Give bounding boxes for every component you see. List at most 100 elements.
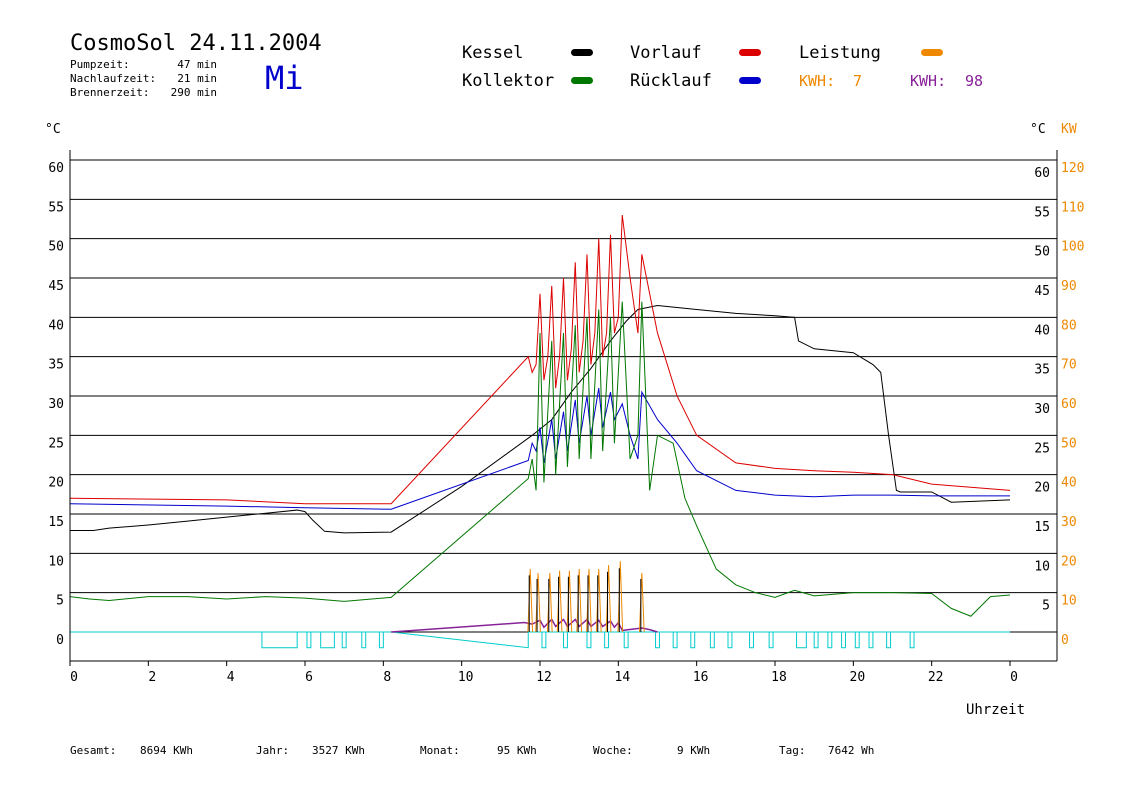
leistung-peak bbox=[576, 569, 583, 633]
series-line-kwh bbox=[391, 618, 658, 633]
footer-woche-label: Woche: bbox=[593, 744, 633, 757]
y-tick-label-right: 55 bbox=[1034, 205, 1050, 220]
left-axis-unit: °C bbox=[45, 122, 61, 137]
series-line-rcklauf bbox=[69, 388, 1010, 510]
y-tick-label-right: 15 bbox=[1034, 520, 1050, 535]
y-tick-label-kw: 50 bbox=[1061, 436, 1077, 451]
legend-leistung-label: Leistung bbox=[799, 43, 881, 63]
footer-monat-label: Monat: bbox=[420, 744, 460, 757]
x-tick-label: 0 bbox=[1010, 670, 1018, 685]
series-line-kollektor bbox=[69, 301, 1011, 617]
y-tick-label-left: 15 bbox=[48, 515, 64, 530]
leistung-peak bbox=[566, 570, 573, 633]
x-tick-label: 8 bbox=[383, 670, 391, 685]
y-tick-label-kw: 70 bbox=[1061, 358, 1077, 373]
footer-woche-value: 9 KWh bbox=[677, 744, 710, 757]
pump-label: Pumpzeit: bbox=[70, 58, 130, 71]
pump-on-bar bbox=[623, 631, 629, 649]
y-tick-label-left: 55 bbox=[48, 200, 64, 215]
after-label: Nachlaufzeit: bbox=[70, 72, 156, 85]
x-ticks: 0 2 4 6 8 10 12 14 16 18 20 22 0 bbox=[69, 661, 1018, 685]
y-tick-label-left: 25 bbox=[48, 436, 64, 451]
x-tick-label: 14 bbox=[615, 670, 631, 685]
legend-leistung-swatch bbox=[921, 49, 943, 56]
grid bbox=[70, 159, 1057, 633]
x-tick-label: 12 bbox=[536, 670, 552, 685]
legend-ruecklauf-swatch bbox=[739, 77, 761, 84]
footer-jahr-value: 3527 KWh bbox=[312, 744, 365, 757]
y-tick-label-kw: 60 bbox=[1061, 397, 1077, 412]
x-tick-label: 20 bbox=[850, 670, 866, 685]
pump-on-bar bbox=[320, 631, 335, 649]
y-ticks-right: 5 10 15 20 25 30 35 40 45 50 55 60 bbox=[1034, 166, 1050, 614]
pump-value: 47 min bbox=[177, 58, 217, 71]
y-tick-label-kw: 100 bbox=[1061, 240, 1084, 255]
legend-vorlauf-swatch bbox=[739, 49, 761, 56]
y-tick-label-kw: 40 bbox=[1061, 476, 1077, 491]
y-tick-label-left: 50 bbox=[48, 240, 64, 255]
x-axis-title: Uhrzeit bbox=[966, 702, 1025, 718]
y-tick-label-left: 60 bbox=[48, 161, 64, 176]
y-ticks-kw: 0 10 20 30 40 50 60 70 80 90 100 110 120 bbox=[1061, 161, 1084, 648]
y-tick-label-kw: 90 bbox=[1061, 279, 1077, 294]
y-tick-label-kw: 120 bbox=[1061, 161, 1084, 176]
y-tick-label-right: 30 bbox=[1034, 402, 1050, 417]
pump-on-bar bbox=[261, 631, 298, 649]
pump-on-bar bbox=[827, 631, 833, 649]
leistung-peak bbox=[617, 561, 624, 633]
footer-gesamt-label: Gesamt: bbox=[70, 744, 116, 757]
pump-on-bar bbox=[672, 631, 678, 649]
y-tick-label-kw: 110 bbox=[1061, 200, 1084, 215]
pump-on-bar bbox=[909, 631, 915, 649]
y-ticks-left: 0 5 10 15 20 25 30 35 40 45 50 55 60 bbox=[48, 161, 64, 648]
right-axis-unit: °C bbox=[1030, 122, 1046, 137]
x-tick-label: 6 bbox=[305, 670, 313, 685]
pump-on-bar bbox=[727, 631, 733, 649]
leistung-peak bbox=[605, 565, 612, 633]
y-tick-label-right: 50 bbox=[1034, 245, 1050, 260]
y-tick-label-kw: 10 bbox=[1061, 594, 1077, 609]
pump-on-bar bbox=[886, 631, 892, 649]
pump-on-bar bbox=[655, 631, 660, 649]
y-tick-label-kw: 30 bbox=[1061, 515, 1077, 530]
y-tick-label-kw: 20 bbox=[1061, 554, 1077, 569]
chart-title: CosmoSol 24.11.2004 bbox=[70, 31, 322, 56]
y-tick-label-right: 60 bbox=[1034, 166, 1050, 181]
y-tick-label-left: 40 bbox=[48, 318, 64, 333]
legend-kessel-swatch bbox=[571, 49, 593, 56]
leistung-peak bbox=[595, 569, 602, 633]
pump-on-bar bbox=[586, 631, 592, 649]
y-tick-label-right: 35 bbox=[1034, 363, 1050, 378]
pump-on-bar bbox=[341, 631, 347, 649]
y-tick-label-right: 20 bbox=[1034, 481, 1050, 496]
legend-ruecklauf-label: Rücklauf bbox=[630, 71, 712, 91]
pump-on-bar bbox=[768, 631, 774, 649]
leistung-peak bbox=[535, 572, 541, 633]
x-tick-label: 18 bbox=[771, 670, 787, 685]
legend-kwh1-label: KWH: bbox=[799, 72, 835, 90]
pump-on-bar bbox=[306, 631, 312, 649]
pump-on-bar bbox=[813, 631, 819, 649]
burner-value: 290 min bbox=[171, 86, 217, 99]
y-tick-label-right: 40 bbox=[1034, 323, 1050, 338]
y-tick-label-left: 10 bbox=[48, 554, 64, 569]
pump-on-bar bbox=[604, 631, 610, 649]
footer-gesamt-value: 8694 KWh bbox=[140, 744, 193, 757]
legend-kwh2-value: 98 bbox=[965, 72, 983, 90]
right-axis-unit-kw: KW bbox=[1061, 122, 1077, 137]
pump-on-bar bbox=[841, 631, 846, 649]
footer-tag-label: Tag: bbox=[779, 744, 806, 757]
series-line-kessel bbox=[70, 305, 1011, 534]
y-tick-label-right: 25 bbox=[1034, 441, 1050, 456]
leistung-peak bbox=[556, 570, 563, 633]
y-tick-label-right: 45 bbox=[1034, 284, 1050, 299]
x-tick-label: 16 bbox=[693, 670, 709, 685]
y-tick-label-right: 10 bbox=[1034, 559, 1050, 574]
legend-kwh1-value: 7 bbox=[853, 72, 862, 90]
pump-on-bar bbox=[796, 631, 807, 649]
pump-on-bar bbox=[749, 631, 754, 649]
y-tick-label-left: 0 bbox=[56, 633, 64, 648]
y-tick-label-left: 5 bbox=[56, 594, 64, 609]
series-group bbox=[69, 215, 1011, 649]
